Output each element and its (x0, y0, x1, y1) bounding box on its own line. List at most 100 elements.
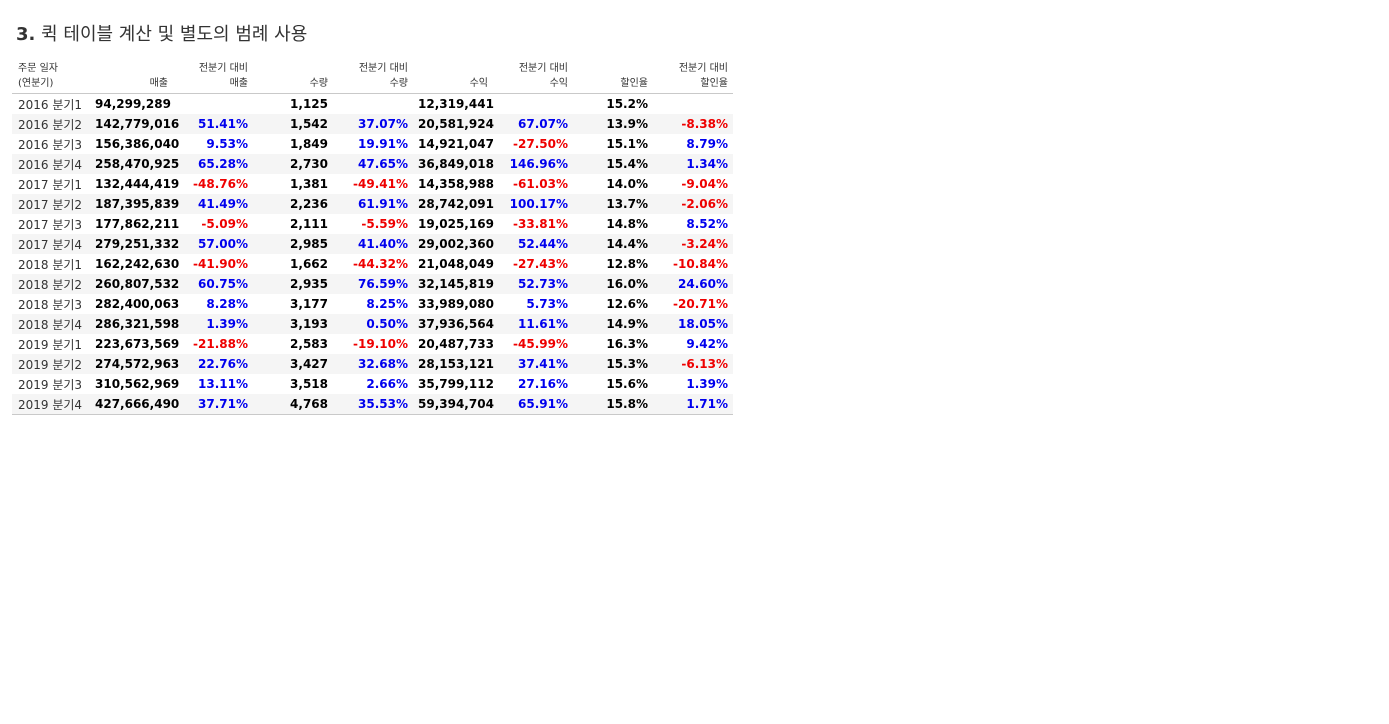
table-cell-quantity-qoq: 35.53% (333, 394, 413, 415)
column-header-profit[interactable]: 수익 (413, 59, 493, 94)
table-cell-profit: 33,989,080 (418, 297, 494, 311)
table-cell-profit: 12,319,441 (418, 97, 494, 111)
table-cell-discount-qoq: 8.52% (686, 217, 728, 231)
table-cell-sales-qoq: 9.53% (206, 137, 248, 151)
table-row: 2019 분기4 427,666,490 37.71% 4,768 35.53% 59,3… (12, 394, 733, 415)
table-cell-quantity: 2,935 (253, 274, 333, 294)
table-cell-quantity-qoq: 47.65% (333, 154, 413, 174)
table-cell-quantity-qoq: 37.07% (333, 114, 413, 134)
table-cell-profit: 19,025,169 (418, 217, 494, 231)
table-cell-profit: 37,936,564 (413, 314, 494, 334)
row-label: 2019 분기2 (12, 354, 90, 374)
table-cell-profit-qoq: 52.44% (493, 234, 573, 254)
row-label: 2019 분기1 (18, 337, 83, 352)
table-cell-profit: 21,048,049 (418, 257, 494, 271)
table-cell-quantity: 1,125 (290, 97, 328, 111)
table-cell-sales: 187,395,839 (90, 194, 179, 214)
column-header-row-header[interactable]: 주문 일자 (연분기) (12, 59, 90, 94)
row-label: 2019 분기3 (18, 377, 83, 392)
table-cell-sales: 274,572,963 (90, 354, 179, 374)
table-cell-profit-qoq: 67.07% (493, 114, 573, 134)
table-cell-discount-qoq: 1.71% (653, 394, 733, 415)
table-cell-profit: 20,487,733 (418, 337, 494, 351)
column-header-quantity-qoq[interactable]: 전분기 대비 수량 (333, 59, 413, 94)
table-cell-profit-qoq: 65.91% (493, 394, 573, 415)
table-cell-profit-qoq: -27.50% (513, 137, 568, 151)
table-row: 2018 분기3 282,400,063 8.28% 3,177 8.25% 33,989… (12, 294, 733, 314)
table-cell-quantity-qoq: 8.25% (366, 297, 408, 311)
row-label: 2017 분기4 (12, 234, 90, 254)
table-cell-discount-qoq: -9.04% (681, 177, 728, 191)
table-cell-quantity: 1,849 (290, 137, 328, 151)
table-cell-profit-qoq: 52.73% (493, 274, 573, 294)
table-cell-quantity: 3,518 (290, 377, 328, 391)
table-cell-sales-qoq: 8.28% (206, 297, 248, 311)
table-cell-quantity-qoq: -44.32% (353, 257, 408, 271)
column-header-line: 전분기 대비 (518, 63, 568, 74)
table-cell-sales: 94,299,289 (95, 97, 171, 111)
table-cell-quantity: 3,193 (253, 314, 333, 334)
column-header-line: 할인율 (620, 78, 648, 89)
table-cell-sales: 279,251,332 (90, 234, 179, 254)
column-header-line: 전분기 대비 (678, 63, 728, 74)
table-cell-sales-qoq: -21.88% (193, 337, 248, 351)
column-header-line: 할인율 (700, 78, 728, 89)
table-cell-sales-qoq: -48.76% (193, 177, 248, 191)
row-label: 2016 분기4 (12, 154, 90, 174)
header-row: 주문 일자 (연분기) 매출 전분기 대비 매출 수량 전분기 대비 수량 수익 전분기 대비 수익… (12, 59, 733, 94)
table-cell-sales: 142,779,016 (90, 114, 179, 134)
table-row: 2017 분기1 132,444,419 -48.76% 1,381 -49.41% 14… (12, 174, 733, 194)
table-header: 주문 일자 (연분기) 매출 전분기 대비 매출 수량 전분기 대비 수량 수익 전분기 대비 수익… (12, 59, 733, 94)
table-cell-discount-qoq: 1.34% (653, 154, 733, 174)
table-cell-quantity: 4,768 (253, 394, 333, 415)
table-row: 2017 분기2 187,395,839 41.49% 2,236 61.91% 28,7… (12, 194, 733, 214)
table-cell-discount: 15.6% (606, 377, 648, 391)
table-cell-discount: 15.1% (606, 137, 648, 151)
table-cell-profit-qoq: -27.43% (513, 257, 568, 271)
table-cell-quantity: 1,381 (290, 177, 328, 191)
row-label: 2016 분기3 (18, 137, 83, 152)
table-cell-discount: 15.3% (573, 354, 653, 374)
table-cell-profit-qoq: -61.03% (513, 177, 568, 191)
table-cell-sales: 177,862,211 (95, 217, 180, 231)
column-header-sales-qoq[interactable]: 전분기 대비 매출 (173, 59, 253, 94)
table-cell-sales-qoq: 65.28% (173, 154, 253, 174)
column-header-line: 수량 (389, 78, 408, 89)
column-header-sales[interactable]: 매출 (90, 59, 173, 94)
table-cell-discount: 16.0% (573, 274, 653, 294)
table-cell-discount: 15.4% (573, 154, 653, 174)
table-cell-profit-qoq: 27.16% (518, 377, 568, 391)
column-header-discount[interactable]: 할인율 (573, 59, 653, 94)
table-cell-sales: 156,386,040 (95, 137, 180, 151)
table-cell-quantity: 2,985 (253, 234, 333, 254)
page-title: 3. 퀵 테이블 계산 및 별도의 범례 사용 (16, 20, 307, 46)
table-cell-profit: 29,002,360 (413, 234, 494, 254)
table-cell-profit: 28,153,121 (413, 354, 494, 374)
table-row: 2016 분기1 94,299,289 1,125 12,319,441 15.2% (12, 94, 733, 115)
table-cell-discount-qoq: -6.13% (653, 354, 733, 374)
column-header-quantity[interactable]: 수량 (253, 59, 333, 94)
table-cell-discount: 13.9% (573, 114, 653, 134)
table-cell-quantity: 2,730 (253, 154, 333, 174)
title-number: 3. (16, 24, 36, 45)
table-cell-profit-qoq: 100.17% (493, 194, 573, 214)
table-cell-sales-qoq: 60.75% (173, 274, 253, 294)
column-header-line: (연분기) (18, 78, 54, 89)
table-cell-sales: 258,470,925 (90, 154, 179, 174)
table-cell-sales: 427,666,490 (90, 394, 179, 415)
table-cell-sales-qoq (173, 94, 253, 115)
title-text: 퀵 테이블 계산 및 별도의 범례 사용 (41, 24, 308, 45)
table-cell-profit-qoq: 146.96% (493, 154, 573, 174)
column-header-profit-qoq[interactable]: 전분기 대비 수익 (493, 59, 573, 94)
table-cell-profit-qoq: -33.81% (513, 217, 568, 231)
table-cell-sales: 162,242,630 (95, 257, 180, 271)
table-cell-discount-qoq: -3.24% (653, 234, 733, 254)
table-row: 2018 분기4 286,321,598 1.39% 3,193 0.50% 37,936… (12, 314, 733, 334)
table-cell-sales: 132,444,419 (95, 177, 180, 191)
table-cell-discount: 12.6% (606, 297, 648, 311)
row-label: 2018 분기1 (18, 257, 83, 272)
table-cell-quantity: 2,583 (290, 337, 328, 351)
table-cell-discount: 14.9% (573, 314, 653, 334)
row-label: 2017 분기3 (18, 217, 83, 232)
